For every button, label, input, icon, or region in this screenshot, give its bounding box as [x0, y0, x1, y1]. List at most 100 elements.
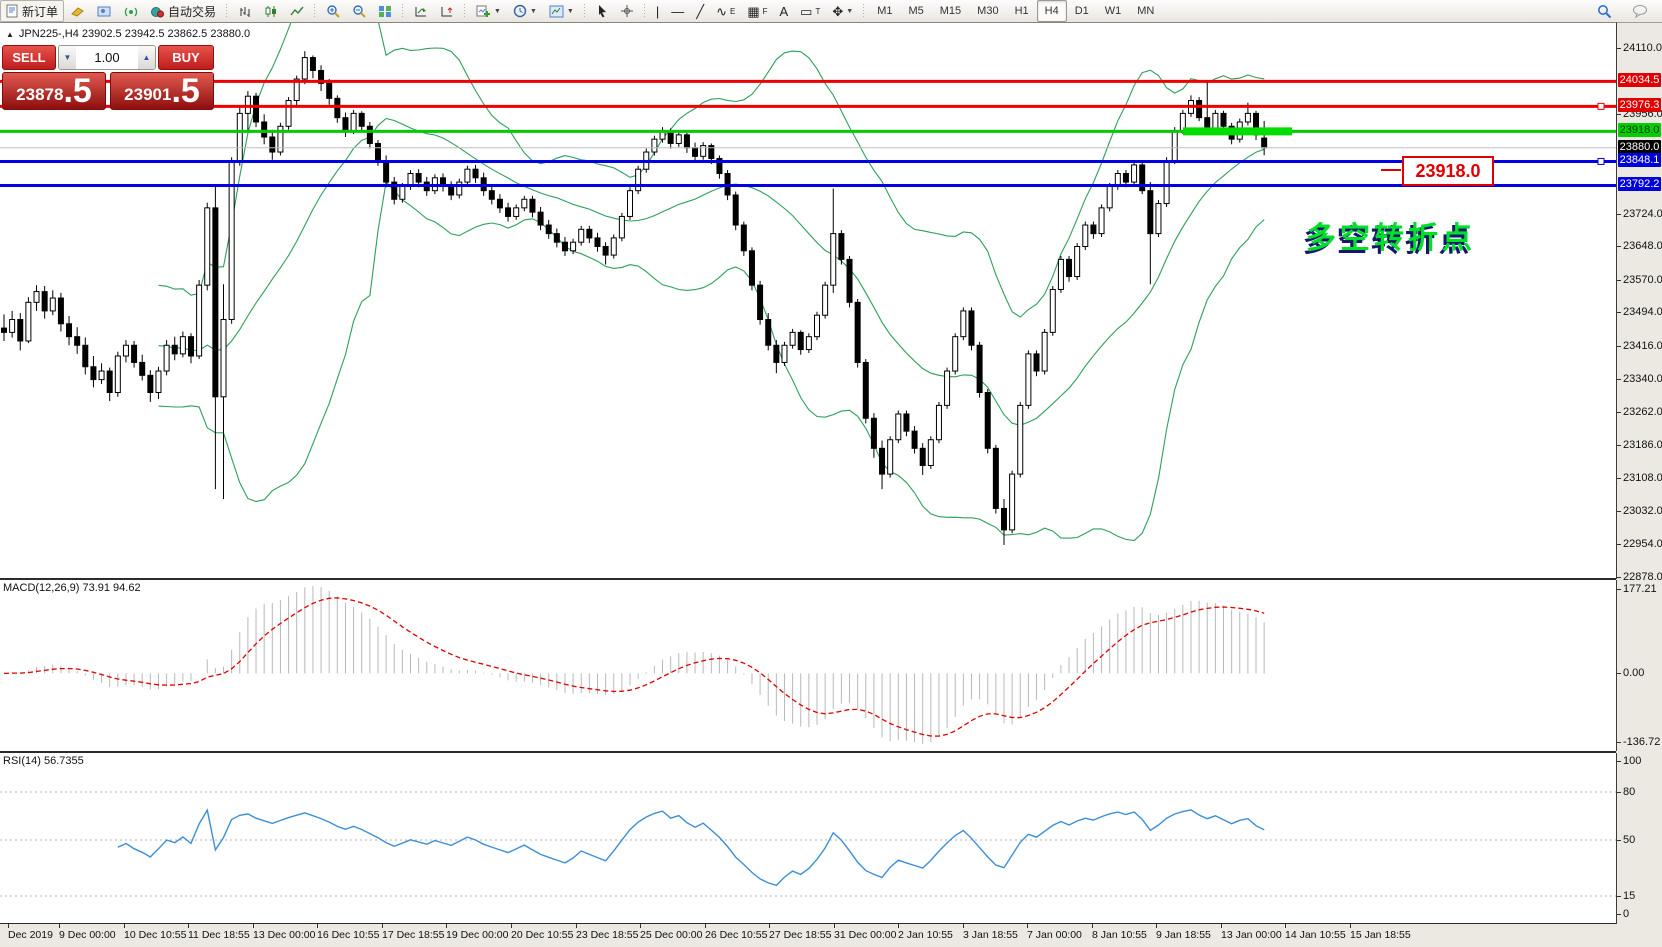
- new-order-button[interactable]: 新订单: [0, 0, 65, 22]
- auto-scroll-icon[interactable]: [408, 0, 434, 22]
- candle-body: [545, 224, 552, 235]
- search-icon[interactable]: [1591, 0, 1618, 22]
- candle-body: [561, 241, 568, 252]
- candle-body: [903, 413, 910, 432]
- sell-button[interactable]: SELL: [2, 45, 56, 70]
- text-icon[interactable]: A: [779, 3, 789, 19]
- price-tick-label: 23340.0: [1617, 373, 1662, 385]
- profiles-icon[interactable]: [91, 0, 118, 22]
- panel-separator[interactable]: [0, 578, 1616, 580]
- periods-button[interactable]: ▼: [507, 0, 543, 22]
- candle-body: [1049, 288, 1056, 333]
- time-tick: [511, 924, 512, 928]
- macd-panel[interactable]: MACD(12,26,9) 73.91 94.62: [0, 580, 1617, 751]
- timeframe-button-w1[interactable]: W1: [1104, 5, 1122, 17]
- rsi-canvas[interactable]: [0, 753, 1616, 922]
- candle-body: [82, 344, 89, 368]
- candle-body: [57, 297, 64, 325]
- cursor-icon[interactable]: [590, 0, 614, 22]
- buy-price-button[interactable]: 23901.5: [110, 72, 214, 110]
- indicators-button[interactable]: ▼: [470, 0, 507, 22]
- candle-body: [326, 82, 333, 99]
- price-annotation-label[interactable]: 23918.0: [1402, 156, 1494, 186]
- chat-icon[interactable]: [1626, 0, 1654, 22]
- candle-body: [496, 198, 503, 209]
- candle-body: [683, 134, 690, 149]
- main-chart-canvas[interactable]: [0, 23, 1616, 579]
- equidistant-channel-icon[interactable]: ∿ E: [716, 3, 736, 19]
- time-tick: [317, 924, 318, 928]
- tile-windows-icon[interactable]: [372, 0, 398, 22]
- bar-chart-icon[interactable]: [232, 0, 258, 22]
- timeframe-button-h1[interactable]: H1: [1014, 5, 1029, 17]
- line-chart-icon[interactable]: [284, 0, 310, 22]
- chart-shift-icon[interactable]: [434, 0, 460, 22]
- signals-icon[interactable]: [118, 0, 144, 22]
- price-axis[interactable]: 24110.0 23956.0 23724.0 23648.0 23570.0 23494…: [1617, 0, 1662, 947]
- candle-body: [781, 344, 788, 363]
- price-tick-label: 23648.0: [1617, 240, 1662, 252]
- timeframe-button-mn[interactable]: MN: [1137, 5, 1155, 17]
- rsi-panel[interactable]: RSI(14) 56.7355: [0, 753, 1617, 924]
- styler-icon[interactable]: [64, 0, 91, 22]
- timeframe-button-m1[interactable]: M1: [877, 5, 893, 17]
- trendline-icon[interactable]: ╱: [696, 3, 705, 19]
- candle-body: [708, 145, 715, 159]
- macd-canvas[interactable]: [0, 580, 1616, 751]
- hline-endpoint-marker[interactable]: [1597, 102, 1605, 110]
- timeframe-button-h4[interactable]: H4: [1036, 0, 1067, 22]
- fibonacci-icon[interactable]: ▦ F: [747, 3, 768, 19]
- candle-body: [513, 207, 520, 217]
- zoom-in-icon[interactable]: [320, 0, 346, 22]
- candle-body: [594, 237, 601, 248]
- templates-button[interactable]: ▼: [543, 0, 580, 22]
- timeframe-button-m5[interactable]: M5: [908, 5, 924, 17]
- volume-input[interactable]: [76, 46, 138, 69]
- candle-body: [366, 125, 373, 144]
- volume-decrease-button[interactable]: ▼: [59, 46, 76, 69]
- candle-body: [805, 336, 812, 351]
- candle-body: [992, 447, 999, 509]
- candle-body: [537, 211, 544, 226]
- vertical-line-icon[interactable]: |: [655, 3, 660, 19]
- turning-point-note[interactable]: 多空转折点: [1306, 222, 1476, 255]
- price-line-badge: 23976.3: [1618, 98, 1661, 113]
- rsi-label: RSI(14) 56.7355: [3, 755, 84, 767]
- candle-body: [448, 185, 455, 196]
- dropdown-arrow-icon: ▼: [529, 7, 537, 15]
- panel-separator[interactable]: [0, 751, 1616, 753]
- candle-body: [529, 198, 536, 213]
- sell-price-button[interactable]: 23878.5: [2, 72, 106, 110]
- collapse-panel-icon[interactable]: ▲: [6, 29, 14, 39]
- candle-body: [1057, 258, 1064, 290]
- time-tick-label: 14 Jan 10:55: [1285, 929, 1346, 941]
- timeframe-button-m15[interactable]: M15: [939, 5, 962, 17]
- timeframe-button-d1[interactable]: D1: [1074, 5, 1089, 17]
- candlestick-chart-icon[interactable]: [258, 0, 284, 22]
- time-tick: [1221, 924, 1222, 928]
- candle-body: [984, 391, 991, 449]
- auto-trading-button[interactable]: 自动交易: [144, 0, 222, 22]
- main-chart-panel[interactable]: ▲ JPN225-,H4 23902.5 23942.5 23862.5 238…: [0, 22, 1617, 579]
- candle-body: [675, 134, 682, 144]
- buy-button[interactable]: BUY: [158, 45, 214, 70]
- volume-increase-button[interactable]: ▲: [138, 46, 155, 69]
- price-line-badge: 23792.2: [1618, 177, 1661, 192]
- timeframe-button-m30[interactable]: M30: [977, 5, 999, 17]
- hline-endpoint-marker[interactable]: [1597, 157, 1605, 165]
- horizontal-line-icon[interactable]: —: [671, 3, 685, 19]
- candle-body: [814, 314, 820, 338]
- price-tick-label: 23494.0: [1617, 306, 1662, 318]
- time-tick: [576, 924, 577, 928]
- candle-body: [553, 233, 560, 243]
- toolbar-separator: [642, 3, 647, 19]
- rsi-axis-label: 15: [1617, 890, 1662, 902]
- arrows-button[interactable]: ✥ ▼: [832, 3, 854, 19]
- text-label-icon[interactable]: ▭ T: [800, 3, 821, 19]
- time-axis[interactable]: Dec 2019 9 Dec 00:00 10 Dec 10:55 11 Dec 18…: [0, 924, 1662, 947]
- candle-body: [179, 336, 186, 355]
- crosshair-icon[interactable]: [614, 0, 640, 22]
- zoom-out-icon[interactable]: [346, 0, 372, 22]
- candle-body: [187, 336, 194, 357]
- candle-body: [765, 319, 772, 346]
